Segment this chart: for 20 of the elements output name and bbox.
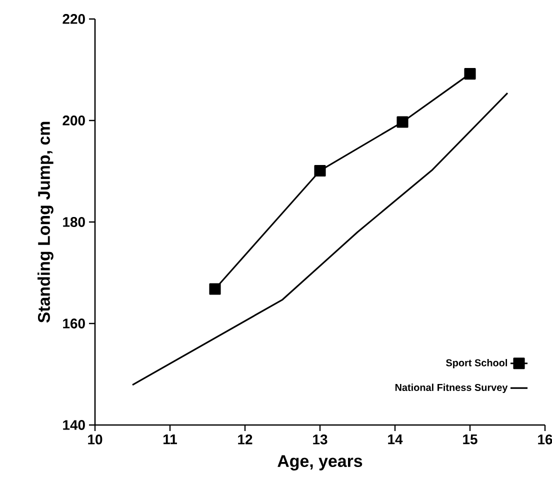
x-tick-label: 16 <box>538 434 552 444</box>
y-tick-label: 200 <box>62 116 85 126</box>
point <box>464 68 476 80</box>
x-tick-label: 13 <box>313 434 328 444</box>
x-tick-label: 10 <box>88 434 102 444</box>
y-axis-title: Standing Long Jump, cm <box>38 122 54 323</box>
y-tick-label: 160 <box>63 318 85 328</box>
legend-label: Sport School <box>446 359 508 368</box>
y-tick-label: 140 <box>63 420 85 430</box>
x-tick-label: 15 <box>463 434 478 444</box>
point <box>209 283 221 295</box>
x-tick-label: 12 <box>238 434 252 444</box>
x-tick-label: 14 <box>388 434 403 444</box>
legend-label: National Fitness Survey <box>395 384 508 393</box>
point <box>314 164 326 177</box>
point <box>396 116 408 128</box>
y-tick-label: 220 <box>62 14 85 24</box>
x-axis-title: Age, years <box>278 455 362 470</box>
x-tick-label: 11 <box>164 434 177 444</box>
y-tick-label: 180 <box>63 217 85 227</box>
